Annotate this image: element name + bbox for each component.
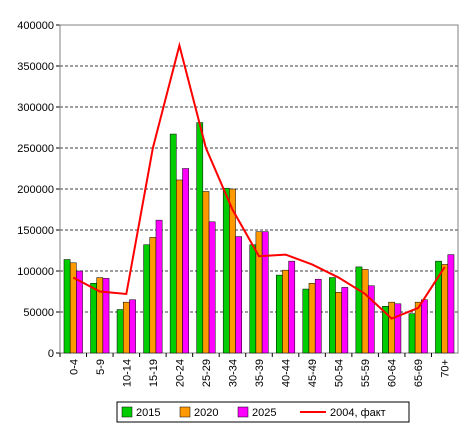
bar bbox=[288, 260, 296, 354]
bar bbox=[122, 301, 130, 354]
bar bbox=[249, 244, 257, 354]
bar bbox=[69, 262, 77, 354]
bar bbox=[235, 236, 243, 354]
bar bbox=[255, 231, 263, 354]
bar bbox=[408, 313, 416, 354]
y-tick-label: 400000 bbox=[17, 20, 54, 32]
x-tick-label: 65-69 bbox=[413, 359, 425, 387]
legend-swatch bbox=[179, 406, 191, 418]
bar bbox=[90, 283, 97, 354]
bar bbox=[421, 299, 428, 354]
y-tick-label: 50000 bbox=[23, 307, 54, 319]
x-tick-label: 0-4 bbox=[68, 359, 80, 375]
bar bbox=[367, 285, 375, 354]
x-tick-label: 55-59 bbox=[360, 359, 372, 387]
bar bbox=[361, 269, 369, 354]
x-tick-label: 20-24 bbox=[174, 359, 186, 387]
bar bbox=[176, 179, 183, 354]
bar bbox=[202, 191, 210, 354]
y-tick-label: 200000 bbox=[17, 184, 54, 196]
bar bbox=[182, 168, 189, 354]
x-tick-label: 70+ bbox=[440, 359, 452, 378]
line bbox=[72, 41, 446, 320]
y-tick-label: 250000 bbox=[17, 143, 54, 155]
bar bbox=[76, 270, 83, 354]
y-tick-label: 150000 bbox=[17, 225, 54, 237]
x-tick-label: 25-29 bbox=[201, 359, 213, 387]
legend-label: 2004, факт bbox=[330, 407, 386, 419]
legend-swatch bbox=[121, 406, 133, 418]
bar bbox=[329, 277, 336, 354]
bar bbox=[116, 309, 124, 354]
bar bbox=[441, 264, 449, 354]
x-tick-label: 15-19 bbox=[148, 359, 160, 387]
bar bbox=[394, 303, 402, 354]
bar bbox=[341, 287, 349, 354]
legend-label: 2020 bbox=[194, 407, 218, 419]
bar bbox=[275, 274, 283, 354]
bar bbox=[335, 292, 342, 354]
legend-label: 2025 bbox=[252, 407, 276, 419]
bar bbox=[388, 301, 396, 354]
bar bbox=[222, 187, 230, 354]
bar bbox=[102, 278, 110, 354]
x-tick-label: 50-54 bbox=[334, 359, 346, 387]
bar bbox=[282, 269, 289, 354]
legend-label: 2015 bbox=[136, 407, 160, 419]
bar bbox=[302, 288, 310, 354]
bar bbox=[155, 219, 163, 354]
bar bbox=[96, 277, 104, 354]
x-tick-label: 45-49 bbox=[307, 359, 319, 387]
x-tick-label: 30-34 bbox=[227, 359, 239, 387]
bar bbox=[208, 221, 216, 354]
bar bbox=[355, 266, 363, 354]
bar bbox=[63, 259, 71, 354]
bar bbox=[129, 299, 136, 354]
x-tick-label: 60-64 bbox=[387, 359, 399, 387]
bar bbox=[261, 231, 269, 354]
bar bbox=[149, 237, 157, 354]
y-tick-label: 300000 bbox=[17, 102, 54, 114]
legend-swatch bbox=[237, 406, 249, 418]
y-tick-label: 0 bbox=[48, 348, 54, 360]
x-tick-label: 35-39 bbox=[254, 359, 266, 387]
x-tick-label: 10-14 bbox=[121, 359, 133, 387]
x-tick-label: 5-9 bbox=[95, 359, 107, 375]
y-tick-label: 100000 bbox=[17, 266, 54, 278]
y-tick-label: 350000 bbox=[17, 61, 54, 73]
bar bbox=[314, 278, 322, 354]
bar bbox=[447, 254, 455, 354]
bar bbox=[169, 133, 177, 354]
bar bbox=[143, 244, 151, 354]
bar bbox=[196, 122, 204, 354]
bar bbox=[308, 283, 316, 354]
x-tick-label: 40-44 bbox=[281, 359, 293, 387]
